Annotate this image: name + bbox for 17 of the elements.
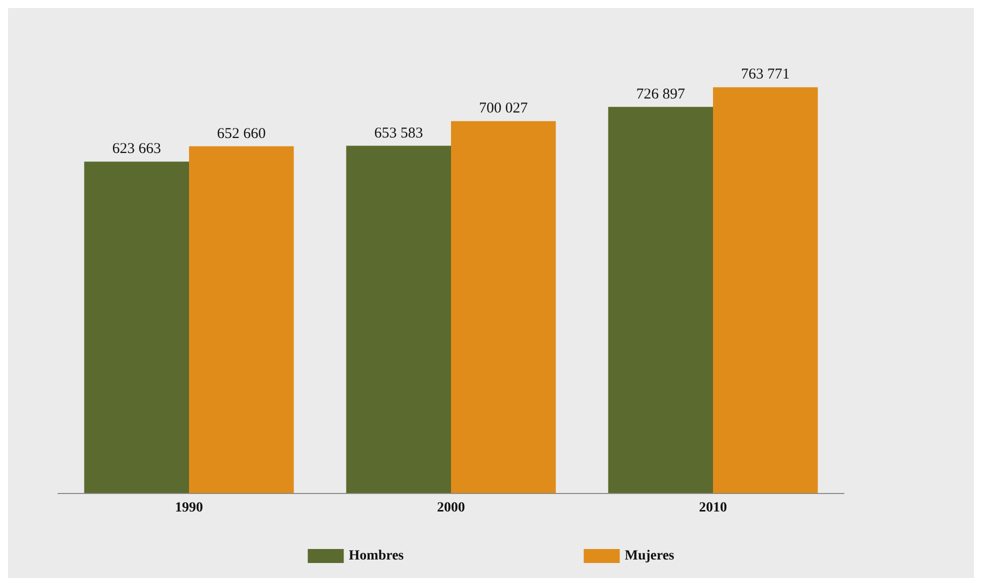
- bar: [346, 146, 451, 493]
- bar: [608, 106, 713, 493]
- data-label: 653 583: [374, 125, 423, 142]
- legend-label: Hombres: [348, 548, 404, 564]
- bar: [451, 121, 556, 493]
- x-tick-label: 1990: [175, 500, 203, 516]
- legend-label: Mujeres: [624, 548, 675, 564]
- data-label: 652 660: [217, 126, 266, 142]
- x-tick-label: 2000: [437, 500, 465, 516]
- data-label: 623 663: [112, 141, 161, 158]
- bar: [189, 146, 294, 493]
- data-label: 763 771: [741, 66, 790, 83]
- data-label: 726 897: [636, 86, 686, 102]
- bar: [84, 162, 189, 493]
- x-tick-label: 2010: [699, 500, 727, 516]
- bar: [713, 87, 818, 493]
- data-label: 700 027: [479, 100, 528, 117]
